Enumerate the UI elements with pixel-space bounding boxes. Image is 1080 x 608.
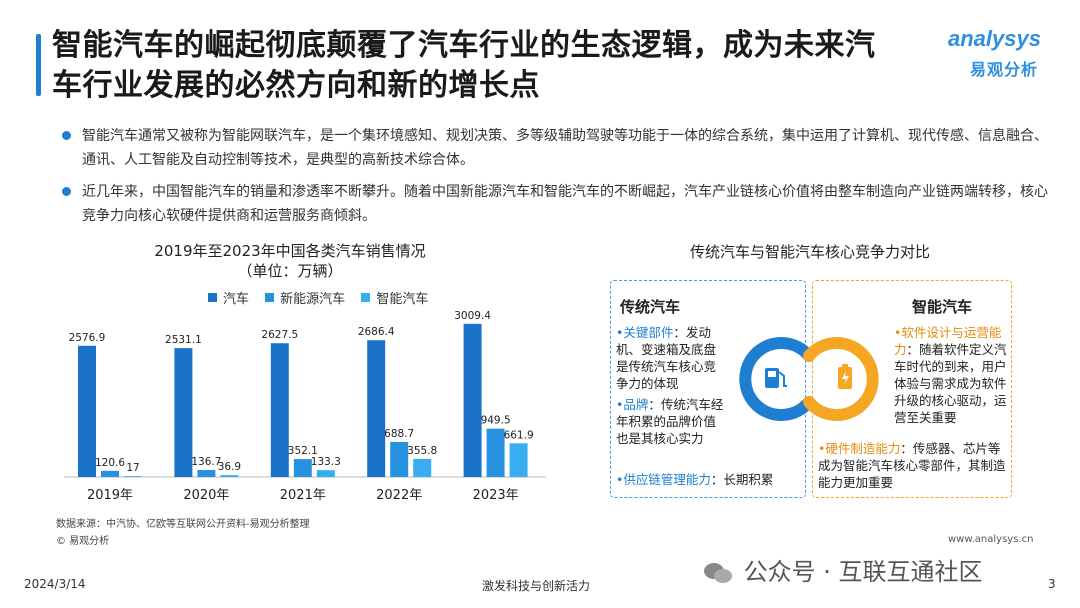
data-label: 120.6: [95, 457, 125, 469]
chart-legend: 汽车 新能源汽车 智能汽车: [208, 288, 440, 307]
bar-smart: [316, 470, 335, 477]
bar-nev: [486, 428, 505, 477]
page-title: 智能汽车的崛起彻底颠覆了汽车行业的生态逻辑，成为未来汽 车行业发展的必然方向和新…: [52, 26, 912, 106]
bullet-dot-icon: [62, 131, 71, 140]
bar-smart: [509, 443, 528, 477]
bullet-item: 智能汽车通常又被称为智能网联汽车，是一个集环境感知、规划决策、多等级辅助驾驶等功…: [58, 124, 1048, 172]
sales-bar-chart: 2576.9 120.6 17 2019年 2531.1 136.736.9 2020年 26…: [64, 310, 546, 503]
data-source: 数据来源：中汽协、亿欧等互联网公开资料-易观分析整理: [56, 519, 310, 530]
bar-car: [367, 340, 386, 477]
item-text: ：长期积累: [710, 472, 774, 487]
wechat-icon: [704, 561, 736, 585]
legend-label: 新能源汽车: [280, 292, 346, 307]
bullet-dot-icon: [62, 187, 71, 196]
logo-text-cn: 易观分析: [970, 60, 1039, 79]
traditional-car-box: [610, 280, 806, 498]
traditional-car-heading: 传统汽车: [620, 298, 681, 316]
x-tick-label: 2023年: [473, 488, 519, 503]
bar-car: [270, 343, 289, 477]
item-key: •供应链管理能力: [616, 472, 711, 487]
item-key: •硬件制造能力: [818, 441, 901, 456]
item-text: ：传统汽车经年积累的品牌价值也是其核心实力: [616, 397, 724, 446]
bar-nev: [390, 441, 409, 477]
bar-nev: [101, 470, 119, 477]
legend-item-car: 汽车: [208, 288, 249, 307]
data-label: 2627.5: [261, 329, 298, 341]
website-url: www.analysys.cn: [948, 534, 1034, 545]
data-label: 661.9: [504, 429, 534, 441]
comparison-title: 传统汽车与智能汽车核心竞争力对比: [689, 243, 930, 261]
bar-smart: [220, 475, 239, 477]
intro-bullets: 智能汽车通常又被称为智能网联汽车，是一个集环境感知、规划决策、多等级辅助驾驶等功…: [58, 124, 1048, 236]
legend-label: 汽车: [223, 292, 250, 307]
data-label: 688.7: [384, 428, 414, 440]
traditional-item-3: •供应链管理能力：长期积累: [616, 471, 804, 488]
page-title-line-2: 车行业发展的必然方向和新的增长点: [52, 68, 540, 103]
orange-ring: [803, 337, 879, 421]
bar-nev: [197, 470, 216, 477]
chart-title-block: 2019年至2023年中国各类汽车销售情况 （单位：万辆）: [100, 241, 480, 281]
chart-title: 2019年至2023年中国各类汽车销售情况: [154, 242, 426, 260]
battery-charge-icon: [838, 364, 852, 389]
traditional-item-2: •品牌：传统汽车经年积累的品牌价值也是其核心实力: [616, 396, 728, 447]
legend-swatch: [265, 293, 275, 302]
legend-swatch: [361, 293, 371, 302]
logo-text-en: analysys: [948, 26, 1041, 51]
item-key: •软件设计与运营能力: [894, 325, 1002, 357]
legend-item-smart: 智能汽车: [361, 288, 428, 307]
bar-car: [174, 348, 193, 477]
bullet-text: 近几年来，中国智能汽车的销量和渗透率不断攀升。随着中国新能源汽车和智能汽车的不断…: [82, 184, 1048, 224]
smart-car-box: [812, 280, 1012, 498]
data-label: 949.5: [481, 415, 511, 427]
smart-item-1: •软件设计与运营能力：随着软件定义汽车时代的到来，用户体验与需求成为软件升级的核…: [894, 324, 1008, 426]
data-label: 17: [126, 462, 139, 474]
data-label: 133.3: [311, 456, 341, 468]
data-label: 36.9: [218, 461, 241, 473]
x-tick-label: 2020年: [183, 488, 229, 503]
bullet-text: 智能汽车通常又被称为智能网联汽车，是一个集环境感知、规划决策、多等级辅助驾驶等功…: [82, 128, 1048, 168]
data-label: 2531.1: [165, 334, 202, 346]
data-label: 136.7: [191, 456, 221, 468]
page-title-line-1: 智能汽车的崛起彻底颠覆了汽车行业的生态逻辑，成为未来汽: [52, 28, 876, 63]
x-tick-label: 2019年: [87, 488, 133, 503]
smart-car-heading: 智能汽车: [912, 298, 973, 316]
bar-car: [78, 345, 96, 477]
bullet-item: 近几年来，中国智能汽车的销量和渗透率不断攀升。随着中国新能源汽车和智能汽车的不断…: [58, 180, 1048, 228]
title-accent-bar: [36, 34, 41, 96]
item-text: ：随着软件定义汽车时代的到来，用户体验与需求成为软件升级的核心驱动，运营至关重要: [894, 342, 1007, 425]
item-key: •品牌: [616, 397, 649, 412]
footer-date: 2024/3/14: [24, 577, 86, 591]
comparison-rings-graphic: [739, 337, 879, 421]
x-tick-label: 2022年: [376, 488, 422, 503]
bar-smart: [413, 458, 432, 477]
traditional-item-1: •关键部件：发动机、变速箱及底盘是传统汽车核心竞争力的体现: [616, 324, 728, 392]
data-label: 2576.9: [69, 332, 106, 344]
bar-car: [463, 323, 482, 477]
analysys-logo: analysys 易观分析: [948, 26, 1068, 82]
item-text: ：发动机、变速箱及底盘是传统汽车核心竞争力的体现: [616, 325, 717, 391]
copyright: © 易观分析: [56, 536, 110, 547]
watermark-text: 公众号 · 互联互通社区: [743, 558, 983, 586]
blue-ring: [739, 337, 815, 421]
legend-swatch: [208, 293, 217, 302]
chart-subtitle: （单位：万辆）: [237, 262, 343, 280]
legend-item-nev: 新能源汽车: [265, 288, 345, 307]
item-key: •关键部件: [616, 325, 674, 340]
data-label: 352.1: [288, 445, 318, 457]
watermark: 公众号 · 互联互通社区: [704, 552, 983, 587]
item-text: ：传感器、芯片等成为智能汽车核心零部件，其制造能力更加重要: [818, 441, 1006, 490]
data-label: 3009.4: [454, 310, 491, 322]
bar-smart: [124, 476, 142, 477]
legend-label: 智能汽车: [376, 292, 429, 307]
footer-center-text: 激发科技与创新活力: [482, 579, 591, 593]
data-label: 2686.4: [358, 326, 395, 338]
fuel-pump-icon: [765, 368, 787, 388]
data-label: 355.8: [407, 445, 437, 457]
smart-item-2: •软件设计与运营能力•硬件制造能力：传感器、芯片等成为智能汽车核心零部件，其制造…: [818, 440, 1008, 491]
page-number: 3: [1048, 577, 1056, 591]
x-tick-label: 2021年: [280, 488, 326, 503]
bar-nev: [293, 459, 312, 477]
